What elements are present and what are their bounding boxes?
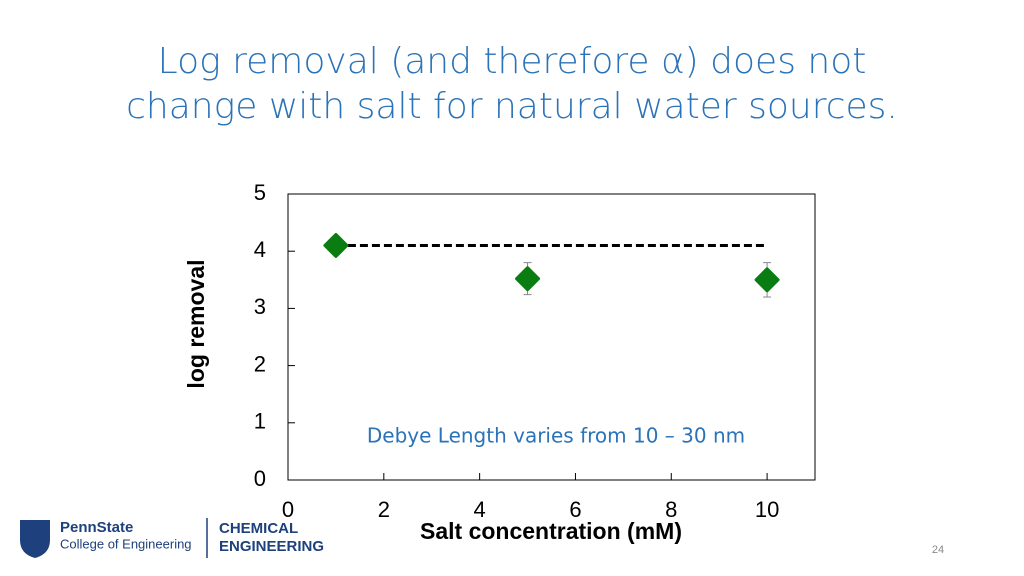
x-tick-label: 4 — [474, 497, 486, 522]
school-name: PennState — [60, 519, 133, 536]
y-tick-label: 2 — [254, 351, 266, 376]
x-tick-label: 8 — [665, 497, 677, 522]
x-tick-label: 10 — [755, 497, 779, 522]
plot-frame — [287, 193, 816, 481]
shield-logo — [20, 520, 50, 558]
x-axis-label: Salt concentration (mM) — [420, 518, 682, 544]
y-tick-label: 4 — [254, 237, 266, 262]
x-tick-label: 6 — [569, 497, 581, 522]
dept-name: CHEMICAL — [219, 520, 298, 537]
y-tick-label: 1 — [254, 409, 266, 434]
x-tick-label: 0 — [282, 497, 294, 522]
college-name: College of Engineering — [60, 536, 192, 551]
chart: 0 1 2 3 4 5 0 2 4 6 8 10 Salt concentration (mM) log … — [183, 180, 780, 544]
data-point — [754, 267, 780, 293]
page-number: 24 — [932, 544, 944, 556]
data-point — [515, 266, 541, 292]
y-tick-label: 3 — [254, 294, 266, 319]
y-tick-label: 5 — [254, 180, 266, 205]
x-tick-label: 2 — [378, 497, 390, 522]
y-tick-label: 0 — [254, 466, 266, 491]
y-axis-label: log removal — [183, 259, 209, 388]
annotation: Debye Length varies from 10 – 30 nm — [367, 424, 745, 448]
slide-title-line: Log removal (and therefore α) does not — [158, 41, 867, 82]
slide-title-line: change with salt for natural water sourc… — [126, 86, 898, 127]
data-point — [323, 232, 349, 258]
dept-name: ENGINEERING — [219, 538, 324, 555]
